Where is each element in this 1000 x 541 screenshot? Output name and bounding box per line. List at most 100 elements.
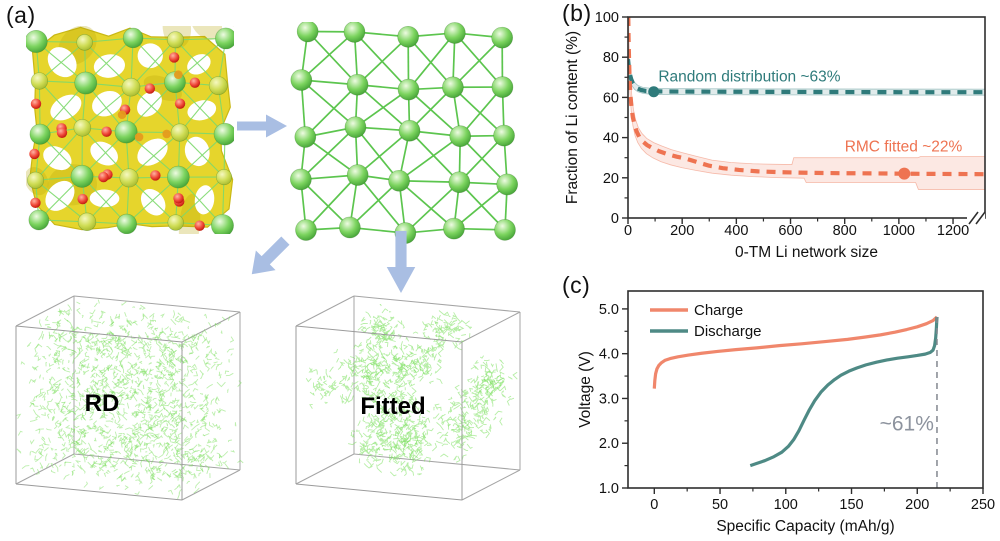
red-oxygen-sphere xyxy=(174,98,186,109)
yellowgreen-li-sphere xyxy=(76,34,93,51)
yellowgreen-li-sphere xyxy=(167,214,184,231)
y-tick-label: 4.0 xyxy=(599,347,619,363)
panel-a-label: (a) xyxy=(6,2,36,28)
green-li-sphere xyxy=(70,164,94,188)
series-charge-line xyxy=(652,315,939,389)
red-oxygen-sphere xyxy=(56,127,68,138)
y-axis-ticks: 1.0 2.0 3.0 4.0 5.0 xyxy=(599,302,628,497)
arrow-diagonal-shape xyxy=(251,236,290,275)
annotation-text: RMC fitted ~22% xyxy=(845,139,963,156)
y-tick-label: 100 xyxy=(595,10,619,26)
x-tick-label: 1000 xyxy=(883,223,915,239)
x-tick-label: 0 xyxy=(650,497,658,513)
x-tick-label: 1200 xyxy=(937,223,969,239)
arrow-down-icon xyxy=(386,231,416,293)
plot-area xyxy=(652,315,939,488)
green-li-sphere xyxy=(26,29,48,53)
panel-a: (a) RD Fitted xyxy=(6,2,521,501)
rd-cube-scatter xyxy=(15,295,244,501)
x-tick-label: 100 xyxy=(774,497,798,513)
axis-break-mark xyxy=(975,211,986,225)
clustered-scatter-strands xyxy=(350,356,394,404)
oxygen-spheres xyxy=(29,52,205,231)
red-oxygen-sphere xyxy=(77,193,88,205)
green-li-sphere xyxy=(388,169,410,192)
x-tick-label: 0 xyxy=(624,223,632,239)
green-li-sphere xyxy=(211,214,234,234)
panel-c: (c) 0 50 100 150 200 250 1.0 2.0 3.0 4.0 5.0 Specif… xyxy=(560,270,1000,541)
red-oxygen-sphere xyxy=(30,197,41,209)
y-tick-label: 0 xyxy=(611,211,619,227)
green-li-sphere xyxy=(114,120,138,144)
red-oxygen-sphere xyxy=(101,126,112,137)
series-marker xyxy=(898,167,911,180)
red-oxygen-sphere xyxy=(98,171,109,183)
y-tick-label: 60 xyxy=(603,90,619,106)
plot-frame xyxy=(627,290,984,489)
green-li-sphere xyxy=(215,27,234,50)
x-axis-ticks: 0 200 400 600 800 1000 1200 xyxy=(624,218,969,239)
yellowgreen-li-sphere xyxy=(215,169,233,186)
red-oxygen-sphere xyxy=(194,220,205,231)
green-li-sphere xyxy=(493,124,515,147)
green-li-sphere xyxy=(290,69,313,91)
red-oxygen-sphere xyxy=(189,77,201,88)
clustered-scatter-strands xyxy=(388,416,433,463)
clustered-scatter-strands xyxy=(347,429,384,473)
green-li-sphere xyxy=(167,165,190,189)
yellowgreen-li-sphere xyxy=(26,171,45,189)
li-lattice-network xyxy=(290,22,518,244)
random-scatter-strands xyxy=(30,309,234,491)
y-tick-label: 40 xyxy=(603,131,619,147)
clustered-scatter-strands xyxy=(369,397,408,444)
yellowgreen-li-sphere xyxy=(170,123,189,142)
x-tick-label: 800 xyxy=(833,223,857,239)
arrow-down-shape xyxy=(386,231,416,293)
green-li-sphere xyxy=(74,71,98,95)
red-oxygen-sphere xyxy=(173,193,184,204)
series-discharge-line xyxy=(749,316,939,468)
clustered-scatter-strands xyxy=(472,370,518,407)
yellowgreen-li-sphere xyxy=(73,119,92,137)
annotation-text: Random distribution ~63% xyxy=(658,68,840,85)
yellowgreen-li-sphere xyxy=(30,72,49,90)
orange-site-sphere xyxy=(162,129,171,139)
red-oxygen-sphere xyxy=(150,170,161,181)
plot-area xyxy=(628,17,985,190)
red-oxygen-sphere xyxy=(168,52,180,63)
green-li-sphere xyxy=(397,25,419,48)
yellowgreen-li-sphere xyxy=(77,212,97,232)
green-li-sphere xyxy=(290,168,312,191)
x-axis-ticks: 0 50 100 150 200 250 xyxy=(650,488,995,513)
green-li-sphere xyxy=(491,26,513,49)
green-li-sphere xyxy=(344,116,367,138)
x-tick-label: 400 xyxy=(724,223,748,239)
x-tick-label: 600 xyxy=(778,223,802,239)
clustered-scatter-strands xyxy=(432,396,477,439)
green-li-sphere xyxy=(491,76,514,98)
legend-label: Discharge xyxy=(694,323,762,340)
green-li-sphere xyxy=(122,27,144,49)
green-li-sphere xyxy=(496,173,518,196)
clustered-scatter-strands xyxy=(454,378,497,416)
rd-label: RD xyxy=(84,390,120,417)
yellowgreen-li-sphere xyxy=(166,31,184,49)
annotation-text: ~61% xyxy=(880,413,934,436)
legend: Charge Discharge xyxy=(650,302,762,340)
green-li-sphere xyxy=(29,123,51,145)
green-li-sphere xyxy=(494,219,516,241)
green-li-sphere xyxy=(346,73,369,96)
red-oxygen-sphere xyxy=(29,148,40,160)
y-tick-label: 3.0 xyxy=(599,391,619,407)
y-tick-label: 1.0 xyxy=(599,481,619,497)
green-li-sphere xyxy=(339,216,361,239)
x-tick-label: 200 xyxy=(905,497,929,513)
random-scatter-strands xyxy=(21,301,242,500)
x-tick-label: 200 xyxy=(670,223,694,239)
green-li-sphere xyxy=(398,119,421,142)
green-li-sphere xyxy=(295,219,317,241)
chart-b-svg: 0 200 400 600 800 1000 1200 0 20 40 60 80 100 0-TM Li… xyxy=(564,10,986,261)
clustered-scatter-strands xyxy=(384,334,432,382)
green-li-sphere xyxy=(442,76,464,99)
